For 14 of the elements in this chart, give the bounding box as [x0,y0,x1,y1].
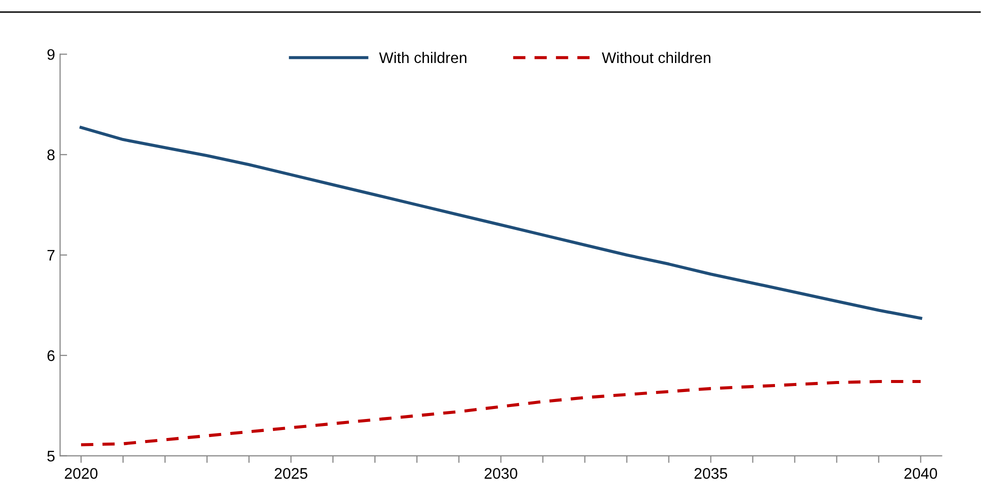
legend-label: Without children [602,52,710,64]
legend-label: With children [379,52,466,64]
line-series [80,126,922,320]
y-tick-label: 7 [48,250,54,261]
x-tick-label: 2025 [274,468,308,479]
y-tick-label: 5 [47,450,55,462]
x-tick-label: 2020 [64,468,98,479]
x-tick-label: 2040 [904,468,938,479]
x-tick-label: 2035 [694,468,728,479]
y-tick-label: 6 [48,350,55,362]
y-tick-label: 8 [47,149,55,160]
y-tick-label: 9 [47,49,54,60]
line-series [80,380,922,446]
x-tick-label: 2030 [484,468,518,479]
